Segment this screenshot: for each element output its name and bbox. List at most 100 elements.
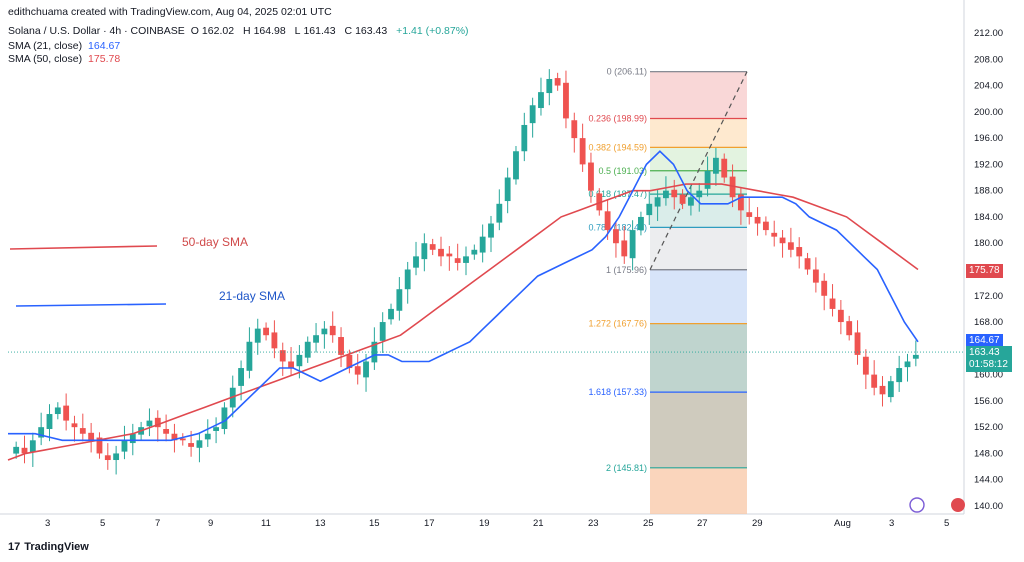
candle-body [638,216,644,231]
alert-icon[interactable] [909,497,925,513]
candle-body [96,437,103,454]
candle-body [871,374,878,388]
sma21-price-badge: 164.67 [966,334,1003,348]
candle-body [729,176,736,198]
candle-body [88,432,95,441]
candle-body [837,309,844,323]
last-price-badge: 163.43 01:58:12 [966,346,1012,372]
sma21-annotation: 21-day SMA [219,289,285,303]
fib-zone [650,118,747,148]
candle-body [879,385,886,395]
candle-body [479,236,486,253]
sma21-line [8,150,919,442]
candle-body [463,256,469,263]
candle-body [321,328,328,335]
y-tick-label: 140.00 [974,501,1003,512]
candle-body [812,269,819,283]
candle-body [621,240,628,257]
fib-level-label: 2 (145.81) [606,463,647,473]
candle-body [904,361,911,368]
y-tick-label: 168.00 [974,317,1003,328]
candle-body [396,289,403,311]
candle-body [71,423,78,428]
sma21-value: 164.67 [88,40,121,52]
fib-level-label: 1 (175.96) [606,265,647,275]
fib-level-label: 1.618 (157.33) [588,387,647,397]
candle-body [446,253,453,257]
candle-body [454,258,461,263]
y-tick-label: 192.00 [974,159,1003,170]
fib-zone [650,71,747,119]
candle-body [896,368,903,383]
candle-body [79,428,86,434]
fib-level-label: 0 (206.11) [607,67,647,77]
flag-icon[interactable] [951,498,965,512]
candle-body [629,230,636,259]
candle-body [563,82,569,119]
y-tick-label: 212.00 [974,28,1003,39]
y-tick-label: 208.00 [974,54,1003,65]
candle-body [246,341,253,371]
y-tick-label: 184.00 [974,212,1003,223]
ohlc-close: C 163.43 [344,25,388,37]
candle-body [846,321,853,336]
candle-body [113,453,120,461]
candle-body [488,223,494,238]
x-tick-label: 19 [479,518,490,529]
sma21-label: SMA (21, close) [8,40,83,52]
tradingview-footer[interactable]: 17 TradingView [8,541,89,553]
x-tick-label: 7 [155,518,160,529]
candle-body [721,158,728,178]
ohlc-open: O 162.02 [190,25,235,37]
candle-body [754,216,761,224]
fib-zone [650,227,747,270]
symbol-name[interactable]: Solana / U.S. Dollar · 4h · COINBASE [8,25,185,37]
y-tick-label: 200.00 [974,107,1003,118]
x-tick-label: 25 [643,518,654,529]
y-tick-label: 152.00 [974,422,1003,433]
last-price-value: 163.43 [969,347,1000,358]
x-tick-label: 3 [45,518,50,529]
attribution: edithchuama created with TradingView.com… [8,6,335,18]
ohlc-low: L 161.43 [294,25,336,37]
candle-body [21,447,28,454]
y-tick-label: 196.00 [974,133,1003,144]
candle-body [429,244,436,250]
candle-body [188,443,195,447]
sma21-legend[interactable]: SMA (21, close) 164.67 [8,40,123,52]
sma50-legend[interactable]: SMA (50, close) 175.78 [8,53,123,65]
candle-body [496,203,503,223]
candle-body [579,138,586,165]
candle-body [787,242,794,250]
candle-body [413,256,419,268]
candle-body [504,177,511,202]
fib-level-label: 0.236 (198.99) [588,113,647,123]
candle-body [388,308,394,320]
candle-body [546,78,553,94]
candle-body [196,440,203,448]
candle-body [471,249,478,255]
candle-body [254,328,261,343]
candle-body [63,405,70,421]
candle-body [179,438,186,441]
x-tick-label: 11 [261,518,271,529]
x-tick-label: 3 [889,518,894,529]
bar-countdown: 01:58:12 [969,359,1008,370]
fib-level-label: 1.272 (167.76) [588,319,647,329]
candle-body [712,157,719,174]
sma50-label: SMA (50, close) [8,53,83,65]
candle-body [38,427,45,438]
candle-body [279,350,286,362]
y-tick-label: 188.00 [974,186,1003,197]
candle-body [263,327,269,336]
candle-body [571,120,578,139]
candle-body [854,332,861,355]
x-tick-label: 17 [424,518,435,529]
x-tick-label: 29 [752,518,763,529]
candle-body [163,429,170,434]
candle-body [296,354,303,367]
candle-body [588,162,594,191]
candle-body [329,325,336,336]
candle-body [771,232,778,237]
